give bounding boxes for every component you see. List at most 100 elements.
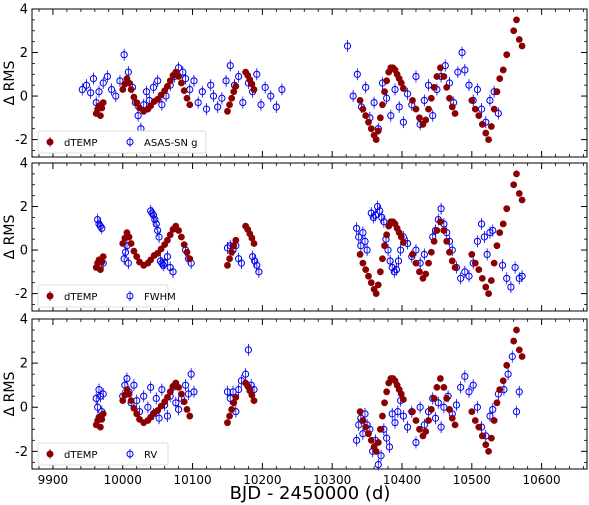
data-point <box>475 112 483 120</box>
data-point <box>255 268 263 276</box>
data-point <box>515 36 523 43</box>
y-tick-label: 4 <box>20 313 28 328</box>
data-point <box>482 441 490 449</box>
data-point <box>511 263 519 272</box>
data-point <box>177 233 185 241</box>
legend-marker <box>126 138 134 146</box>
data-point <box>244 346 253 354</box>
data-point <box>446 406 453 413</box>
legend-marker <box>46 292 54 300</box>
data-point <box>149 83 158 91</box>
data-point <box>250 240 258 247</box>
data-point <box>512 408 521 416</box>
y-tick-label: 4 <box>20 3 28 18</box>
data-point <box>443 83 451 91</box>
data-point <box>144 403 152 411</box>
data-point <box>190 77 198 85</box>
data-point <box>471 417 479 424</box>
data-point <box>471 105 479 113</box>
data-point <box>430 395 438 402</box>
data-point <box>253 70 261 78</box>
data-point <box>99 79 107 87</box>
data-point <box>198 88 206 96</box>
data-point <box>94 215 102 224</box>
data-point <box>403 90 412 98</box>
data-point <box>116 77 124 85</box>
legend-box <box>37 284 169 308</box>
data-point <box>179 68 187 76</box>
data-point <box>359 105 367 113</box>
data-point <box>98 415 106 423</box>
data-point <box>490 259 498 267</box>
data-point <box>448 257 456 265</box>
data-point <box>99 99 107 106</box>
data-point <box>503 361 511 369</box>
data-point <box>420 250 428 259</box>
data-point <box>496 75 504 83</box>
data-point <box>482 283 490 291</box>
data-point <box>446 94 453 102</box>
data-point <box>365 272 372 280</box>
y-tick-label: 2 <box>20 200 28 215</box>
series-dtemp <box>92 16 526 143</box>
y-tick-label: 0 <box>20 401 28 416</box>
legend-label: dTEMP <box>64 450 97 461</box>
data-point <box>376 114 384 122</box>
panels: -2 0 2 4 Δ RMS dTEMP ASAS-SN g -2 0 2 4 Δ RMS dTEMP F… <box>2 3 588 487</box>
data-point <box>232 82 240 90</box>
data-point <box>409 97 416 104</box>
data-point <box>515 388 523 396</box>
data-point <box>458 48 466 57</box>
data-point <box>468 251 476 258</box>
data-point <box>416 425 423 433</box>
data-point <box>451 421 459 429</box>
data-point <box>399 118 407 126</box>
data-point <box>177 390 185 398</box>
data-point <box>166 77 174 85</box>
data-point <box>412 246 420 254</box>
data-point <box>133 253 141 260</box>
data-point <box>95 385 103 394</box>
y-axis-label: Δ RMS <box>2 215 18 260</box>
data-point <box>130 404 138 412</box>
data-point <box>125 79 133 87</box>
data-point <box>367 279 375 287</box>
data-point <box>356 97 364 104</box>
data-point <box>487 123 495 130</box>
data-point <box>379 412 386 420</box>
data-point <box>469 381 477 389</box>
legend-label: dTEMP <box>64 138 97 149</box>
series-fwhm <box>94 200 526 294</box>
data-point <box>130 247 138 255</box>
data-point <box>384 246 392 254</box>
data-point <box>362 266 370 274</box>
data-point <box>513 326 520 334</box>
data-point <box>353 70 361 78</box>
data-point <box>181 381 190 389</box>
data-point <box>461 66 469 74</box>
data-point <box>377 452 385 460</box>
data-point <box>425 105 432 113</box>
data-point <box>357 242 365 250</box>
data-point <box>155 233 163 241</box>
y-axis-label: Δ RMS <box>2 61 18 106</box>
data-point <box>394 408 402 416</box>
data-point <box>430 237 438 245</box>
data-point <box>253 261 261 269</box>
data-point <box>485 136 492 143</box>
data-point <box>374 439 382 446</box>
data-point <box>152 394 160 403</box>
data-point <box>154 77 162 85</box>
data-point <box>473 85 481 94</box>
data-point <box>207 81 215 89</box>
data-point <box>157 402 165 410</box>
data-point <box>367 125 375 133</box>
data-point <box>397 246 405 254</box>
data-point <box>513 170 520 178</box>
data-point <box>190 388 198 396</box>
data-point <box>383 434 391 442</box>
data-point <box>374 460 382 469</box>
data-point <box>226 412 233 420</box>
panel-1: -2 0 2 4 Δ RMS dTEMP ASAS-SN g <box>2 3 588 158</box>
data-point <box>427 406 435 413</box>
